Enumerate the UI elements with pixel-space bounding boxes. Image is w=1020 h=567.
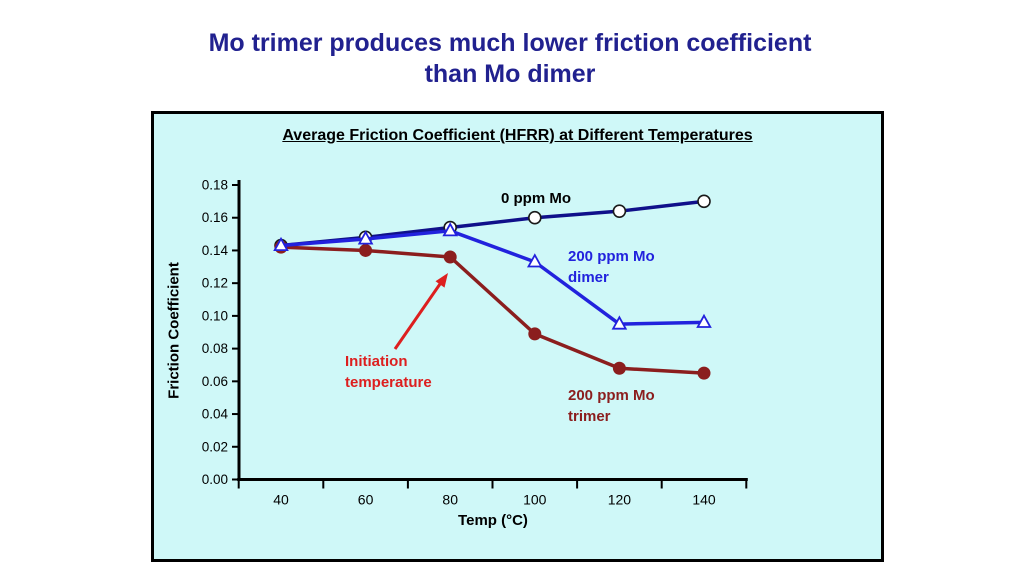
series-label-dimer-line2: dimer bbox=[568, 269, 609, 286]
series-label-0ppm-mo: 0 ppm Mo bbox=[501, 190, 571, 207]
slide-title-line1: Mo trimer produces much lower friction c… bbox=[208, 29, 812, 57]
svg-text:0.08: 0.08 bbox=[202, 341, 228, 356]
slide-title: Mo trimer produces much lower friction c… bbox=[0, 28, 1020, 90]
svg-text:0.18: 0.18 bbox=[202, 178, 228, 193]
svg-text:100: 100 bbox=[523, 492, 547, 508]
svg-text:0.06: 0.06 bbox=[202, 374, 228, 389]
svg-text:40: 40 bbox=[273, 492, 289, 508]
svg-text:60: 60 bbox=[358, 492, 374, 508]
initiation-annotation-line1: Initiation bbox=[345, 353, 408, 370]
svg-text:0.00: 0.00 bbox=[202, 472, 228, 487]
svg-text:120: 120 bbox=[608, 492, 632, 508]
line-chart: 0.00 0.02 0.04 0.06 0.08 0.10 0.12 0.14 0.16 0.18… bbox=[202, 178, 748, 508]
series-label-dimer: 200 ppm Mo dimer bbox=[568, 246, 655, 288]
chart-panel: 0.00 0.02 0.04 0.06 0.08 0.10 0.12 0.14 0.16 0.18… bbox=[151, 111, 884, 562]
svg-text:140: 140 bbox=[692, 492, 716, 508]
chart-plot-area: 0.00 0.02 0.04 0.06 0.08 0.10 0.12 0.14 0.16 0.18… bbox=[154, 114, 881, 559]
svg-text:80: 80 bbox=[442, 492, 458, 508]
svg-text:0.10: 0.10 bbox=[202, 308, 228, 323]
y-axis-title: Friction Coefficient bbox=[165, 262, 183, 399]
initiation-temperature-annotation: Initiation temperature bbox=[345, 351, 432, 393]
x-axis-title: Temp (°C) bbox=[458, 512, 528, 529]
series-label-trimer-line2: trimer bbox=[568, 408, 611, 425]
series-label-trimer-line1: 200 ppm Mo bbox=[568, 387, 655, 404]
svg-text:0.16: 0.16 bbox=[202, 210, 228, 225]
svg-text:0.12: 0.12 bbox=[202, 276, 228, 291]
initiation-annotation-line2: temperature bbox=[345, 374, 432, 391]
svg-text:0.14: 0.14 bbox=[202, 243, 229, 258]
series-label-trimer: 200 ppm Mo trimer bbox=[568, 385, 655, 427]
slide-title-line2: than Mo dimer bbox=[424, 60, 596, 88]
series-label-dimer-line1: 200 ppm Mo bbox=[568, 248, 655, 265]
svg-text:0.04: 0.04 bbox=[202, 407, 229, 422]
chart-title: Average Friction Coefficient (HFRR) at D… bbox=[282, 127, 753, 144]
svg-text:0.02: 0.02 bbox=[202, 439, 228, 454]
